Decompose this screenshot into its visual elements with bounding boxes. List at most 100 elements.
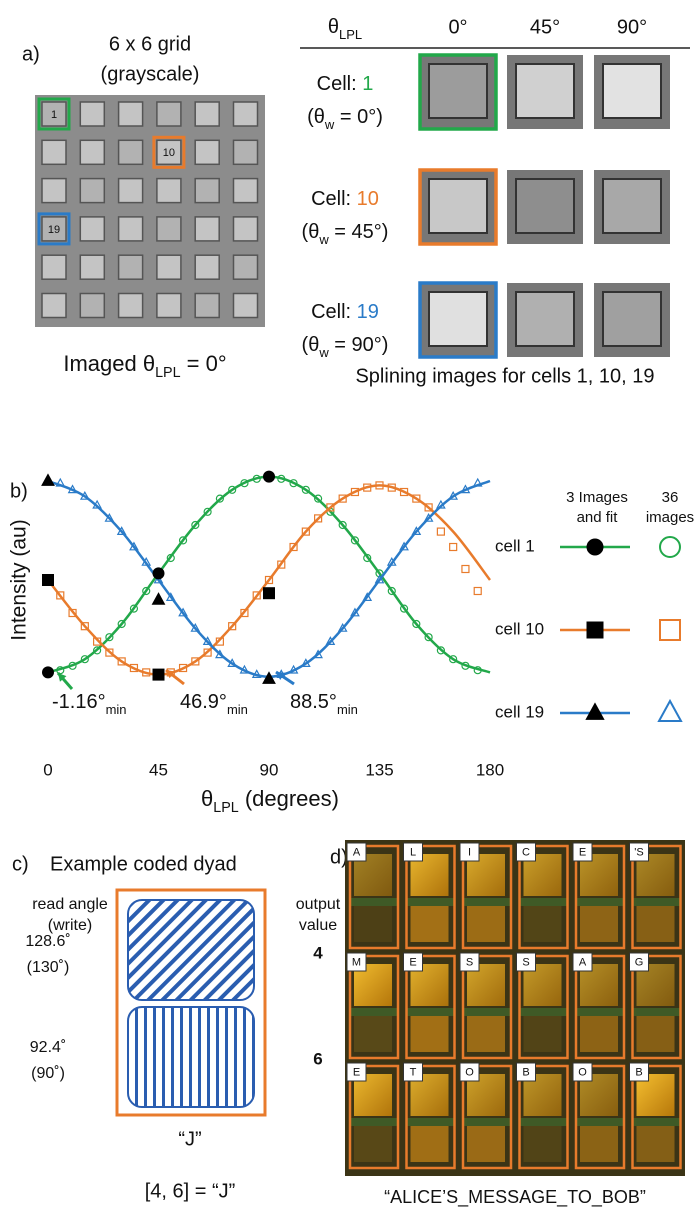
- marker: [43, 575, 54, 586]
- legend-header: 36: [662, 489, 679, 506]
- tile-band: [576, 1118, 624, 1126]
- tile-band: [407, 1118, 455, 1126]
- tile-bottom: [354, 906, 392, 942]
- tile-band: [350, 898, 398, 906]
- cell-write-part: (θ: [302, 334, 320, 356]
- fit-curve: [48, 477, 490, 673]
- annotation: -1.16°min: [52, 691, 127, 717]
- cell-name-part: Cell:: [317, 73, 363, 95]
- marker: [586, 703, 604, 719]
- grid-title: 6 x 6 grid: [109, 33, 191, 55]
- annotation-part: -1.16°: [52, 691, 106, 713]
- grid-cell: [234, 140, 258, 164]
- dyad-equation: [4, 6] = “J”: [145, 1180, 236, 1202]
- marker: [462, 566, 469, 573]
- tile-letter: M: [352, 956, 361, 968]
- grid-cell: [80, 217, 104, 241]
- cell-write: (θw = 0°): [307, 106, 383, 132]
- annotation: 46.9°min: [180, 691, 248, 717]
- grid-cell: [195, 255, 219, 279]
- imaged-caption-part: LPL: [155, 365, 180, 381]
- cell-name-part: 19: [357, 301, 379, 323]
- column-header: 0°: [448, 16, 467, 38]
- marker: [587, 539, 603, 555]
- marker: [43, 667, 54, 678]
- read-angle: 128.6˚: [25, 933, 70, 950]
- write-angle: (90˚): [31, 1065, 65, 1082]
- tile-band: [463, 898, 511, 906]
- grid-cell: [80, 179, 104, 203]
- tile-band: [576, 898, 624, 906]
- cell-square: [516, 64, 574, 118]
- grid-cell: [119, 102, 143, 126]
- grid-cell: [42, 179, 66, 203]
- marker: [264, 588, 275, 599]
- tile-letter: C: [522, 846, 530, 858]
- tile-letter: T: [410, 1066, 417, 1078]
- column-header: 45°: [530, 16, 560, 38]
- grid-cell: [157, 217, 181, 241]
- cell-write-part: (θ: [302, 221, 320, 243]
- tile-bottom: [637, 1016, 675, 1052]
- x-tick-label: 180: [476, 760, 504, 779]
- imaged-caption-part: Imaged θ: [63, 351, 155, 376]
- column-header-part: LPL: [339, 27, 362, 42]
- tile-bottom: [580, 906, 618, 942]
- marker: [660, 537, 680, 557]
- write-angle: (130˚): [27, 959, 70, 976]
- grid-cell: [195, 102, 219, 126]
- legend-label: cell 1: [495, 536, 535, 555]
- grid-cell: [234, 179, 258, 203]
- tile-bottom: [354, 1126, 392, 1162]
- output-value: 4: [313, 943, 323, 962]
- tile-bottom: [411, 906, 449, 942]
- tile-letter: G: [635, 956, 644, 968]
- marker: [153, 568, 164, 579]
- tile-letter: O: [578, 1066, 587, 1078]
- cell-square: [429, 179, 487, 233]
- tile-band: [407, 898, 455, 906]
- column-header: 90°: [617, 16, 647, 38]
- tile-band: [350, 1008, 398, 1016]
- cell-square: [603, 292, 661, 346]
- tile-bottom: [411, 1126, 449, 1162]
- x-axis-label-part: LPL: [213, 800, 238, 816]
- column-header-part: θ: [328, 16, 339, 38]
- tile-bottom: [637, 906, 675, 942]
- read-angle: 92.4˚: [30, 1039, 66, 1056]
- tile-letter: E: [579, 846, 586, 858]
- tile-bottom: [354, 1016, 392, 1052]
- tile-letter: 'S: [634, 846, 643, 858]
- marker: [474, 588, 481, 595]
- grid-cell: [195, 217, 219, 241]
- legend-header: and fit: [577, 509, 619, 526]
- grid-cell-label: 1: [51, 109, 57, 121]
- tile-bottom: [524, 1126, 562, 1162]
- cell-square: [603, 179, 661, 233]
- grid-cell: [42, 294, 66, 318]
- grid-cell: [80, 255, 104, 279]
- tile-letter: S: [522, 956, 529, 968]
- tile-letter: S: [466, 956, 473, 968]
- grid-cell-label: 19: [48, 224, 60, 236]
- legend-header: images: [646, 509, 694, 526]
- tile-band: [463, 1008, 511, 1016]
- cell-square: [516, 292, 574, 346]
- marker: [263, 672, 275, 683]
- tile-band: [407, 1008, 455, 1016]
- tile-bottom: [411, 1016, 449, 1052]
- output-value: 6: [313, 1049, 322, 1068]
- annotation-part: 88.5°: [290, 691, 337, 713]
- panel-caption: “ALICE’S_MESSAGE_TO_BOB”: [384, 1187, 646, 1208]
- grid-cell: [195, 140, 219, 164]
- tile-letter: O: [465, 1066, 474, 1078]
- dyad-letter: “J”: [178, 1128, 201, 1150]
- tile-bottom: [580, 1126, 618, 1162]
- grid-cell: [80, 140, 104, 164]
- grid-cell: [234, 217, 258, 241]
- legend-label: cell 19: [495, 702, 544, 721]
- grid-cell: [195, 179, 219, 203]
- grid-cell: [234, 294, 258, 318]
- annotation-part: min: [337, 702, 358, 717]
- marker: [450, 544, 457, 551]
